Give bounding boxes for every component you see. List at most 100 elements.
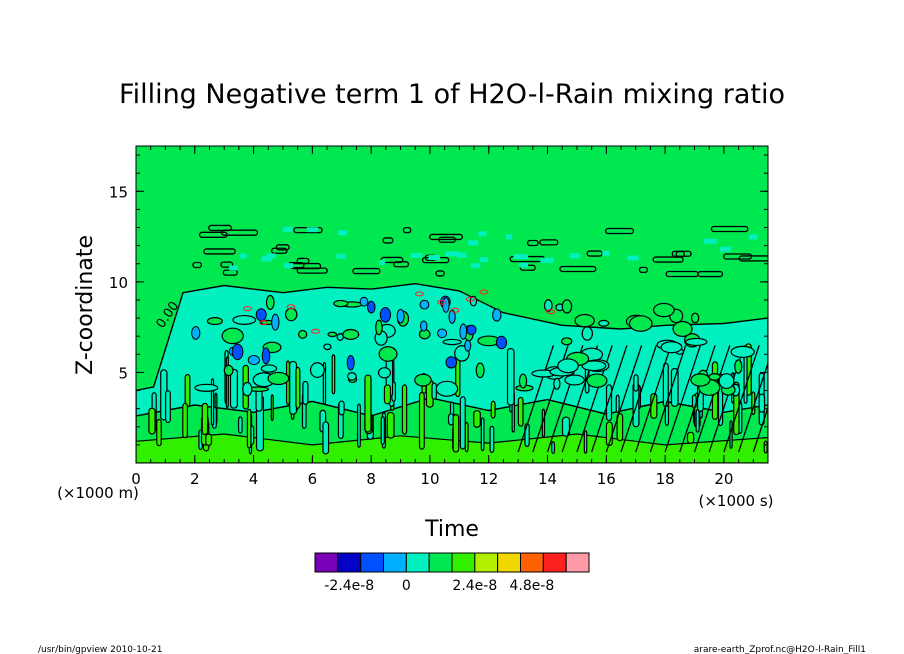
colorbar-segment [337, 552, 362, 573]
streak-contour [225, 356, 229, 409]
colorbar-tick-label: 2.4e-8 [452, 578, 497, 594]
y-axis-unit: (×1000 m) [57, 484, 139, 502]
positive-spot [465, 296, 475, 302]
slanted-contour [737, 361, 768, 453]
upper-cyan-bit [513, 254, 529, 260]
colorbar-tick-label: 4.8e-8 [509, 578, 554, 594]
colorbar: -2.4e-8 0 2.4e-8 4.8e-8 [314, 552, 590, 594]
slanted-contour [693, 345, 731, 453]
blob-contour [628, 315, 653, 332]
upper-cyan-bit [282, 226, 293, 232]
upper-cyan-bit [284, 263, 294, 269]
plot-frame [135, 145, 769, 464]
upper-cyan-bit [266, 253, 276, 259]
colorbar-segment [520, 552, 544, 573]
positive-spot [286, 304, 296, 310]
upper-contour [380, 256, 404, 264]
streak-contour [517, 396, 524, 427]
colorbar-segment [565, 552, 590, 573]
upper-contour [697, 270, 724, 278]
chart-title: Filling Negative term 1 of H2O-l-Rain mi… [119, 79, 785, 110]
streak-contour [480, 417, 485, 452]
y-tick-label: 5 [118, 364, 128, 382]
positive-spot [311, 328, 321, 334]
streak-contour [295, 366, 301, 409]
positive-spot [437, 299, 447, 305]
upper-cyan-bit [540, 257, 554, 263]
blob-contour [265, 294, 275, 311]
blob-contour [260, 364, 278, 373]
negative-spot [367, 300, 376, 314]
upper-cyan-bit [519, 262, 529, 268]
x-tick-label: 16 [597, 470, 616, 488]
colorbar-segment [474, 552, 499, 573]
blob-contour [685, 337, 708, 347]
blob-contour [718, 373, 735, 390]
blob-contour [323, 343, 332, 351]
streak-contour [205, 433, 213, 447]
upper-contour [382, 237, 394, 244]
upper-cyan-bit [261, 256, 272, 262]
upper-contour [198, 231, 228, 238]
upper-cyan-bit [748, 234, 758, 240]
blob-contour [475, 362, 485, 379]
upper-cyan-bit [505, 234, 513, 240]
contour-field: 0.00 [136, 224, 768, 463]
upper-cyan-bit [240, 253, 247, 259]
colorbar-segment [383, 552, 407, 573]
blob-contour [232, 314, 257, 326]
blob-contour [553, 377, 561, 390]
blob-contour [586, 373, 608, 388]
y-tick-label: 15 [109, 183, 128, 201]
negative-spot [247, 355, 261, 366]
negative-spot [492, 308, 502, 322]
blob-contour [730, 345, 755, 358]
upper-contour [738, 255, 768, 262]
upper-cyan-bit [428, 255, 441, 261]
upper-cyan-bit [306, 227, 319, 233]
upper-contour [526, 239, 539, 247]
upper-contour [402, 226, 412, 234]
y-axis-label: Z-coordinate [73, 235, 98, 375]
streak-contour [364, 374, 372, 433]
slanted-contour [649, 345, 687, 453]
streak-contour [616, 412, 624, 442]
negative-spot [255, 308, 267, 322]
streak-contour [615, 394, 620, 414]
streak-contour [452, 414, 460, 453]
streak-contour [490, 400, 496, 419]
blob-contour [660, 341, 683, 354]
x-tick-label: 10 [420, 470, 439, 488]
upper-cyan-bit [569, 253, 580, 259]
upper-contour [429, 233, 464, 241]
blob-contour [375, 319, 383, 336]
streak-contour [229, 368, 238, 409]
x-tick-label: 2 [190, 470, 200, 488]
streak-contour [184, 373, 191, 408]
streak-contour [489, 425, 495, 454]
positive-spot [414, 291, 424, 297]
upper-contour [539, 239, 559, 246]
negative-spot [442, 297, 450, 313]
upper-cyan-bit [627, 255, 639, 261]
y-axis-ticks: 5 10 15 [109, 154, 768, 446]
blob-contour [543, 299, 553, 312]
negative-spot [191, 326, 201, 340]
upper-contour [271, 247, 288, 254]
x-tick-label: 14 [538, 470, 557, 488]
streak-contour [357, 403, 361, 448]
upper-cyan-bit [379, 260, 386, 266]
negative-spot [231, 343, 244, 361]
blob-contour [267, 371, 290, 386]
streak-contour [148, 407, 156, 435]
positive-spot [546, 309, 556, 315]
streak-contour [338, 400, 345, 416]
slanted-contour [620, 345, 657, 453]
y-tick-label: 10 [109, 274, 128, 292]
negative-spot [459, 323, 468, 340]
blob-contour [734, 359, 743, 374]
streak-contour [686, 431, 695, 444]
streak-contour [237, 416, 243, 434]
blob-contour [518, 373, 528, 389]
upper-cyan-bit [411, 252, 423, 258]
